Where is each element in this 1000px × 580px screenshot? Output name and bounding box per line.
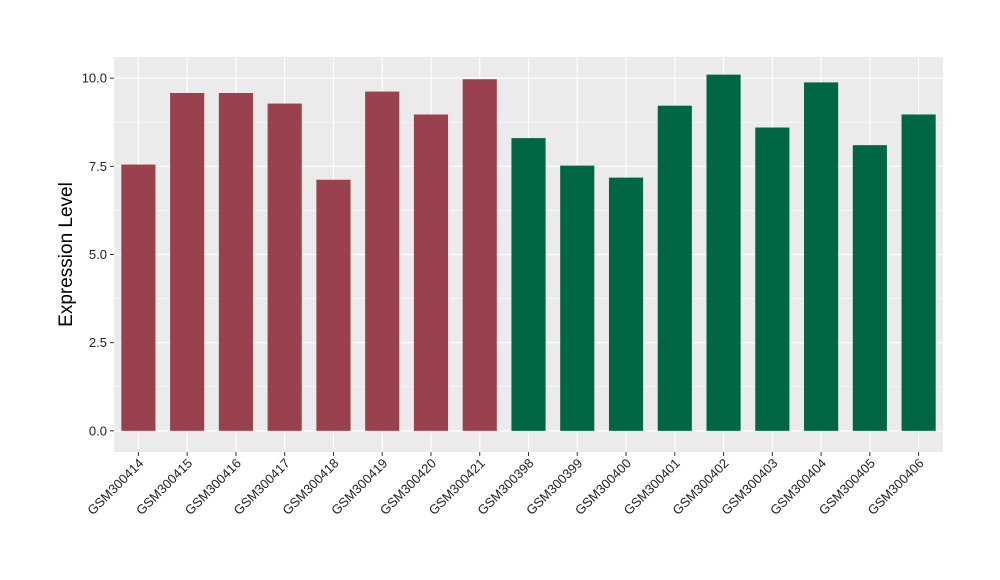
y-tick-label: 0.0 bbox=[89, 423, 107, 438]
bar-GSM300416 bbox=[218, 92, 253, 431]
y-tick-label: 2.5 bbox=[89, 335, 107, 350]
y-tick-label: 7.5 bbox=[89, 159, 107, 174]
bar-GSM300402 bbox=[706, 74, 741, 431]
bar-GSM300414 bbox=[121, 164, 156, 431]
bar-GSM300403 bbox=[755, 127, 790, 431]
y-tick-label: 5.0 bbox=[89, 247, 107, 262]
bars bbox=[121, 74, 936, 431]
bar-GSM300421 bbox=[462, 79, 497, 431]
bar-GSM300400 bbox=[608, 177, 644, 431]
bar-GSM300398 bbox=[511, 138, 546, 431]
bar-GSM300399 bbox=[560, 165, 595, 431]
bar-GSM300419 bbox=[365, 91, 400, 431]
x-axis: GSM300414GSM300415GSM300416GSM300417GSM3… bbox=[84, 452, 927, 518]
bar-GSM300418 bbox=[316, 179, 351, 431]
bar-GSM300417 bbox=[267, 103, 302, 431]
bar-GSM300406 bbox=[901, 114, 936, 431]
y-tick-label: 10.0 bbox=[82, 71, 107, 86]
bar-GSM300404 bbox=[804, 82, 839, 431]
bar-GSM300420 bbox=[413, 114, 449, 431]
bar-GSM300405 bbox=[852, 145, 887, 431]
y-axis-title: Expression Level bbox=[56, 182, 77, 327]
y-axis: 0.0 2.5 5.0 7.5 10.0 bbox=[82, 71, 114, 438]
bar-GSM300401 bbox=[657, 105, 692, 431]
bar-GSM300415 bbox=[170, 92, 205, 431]
